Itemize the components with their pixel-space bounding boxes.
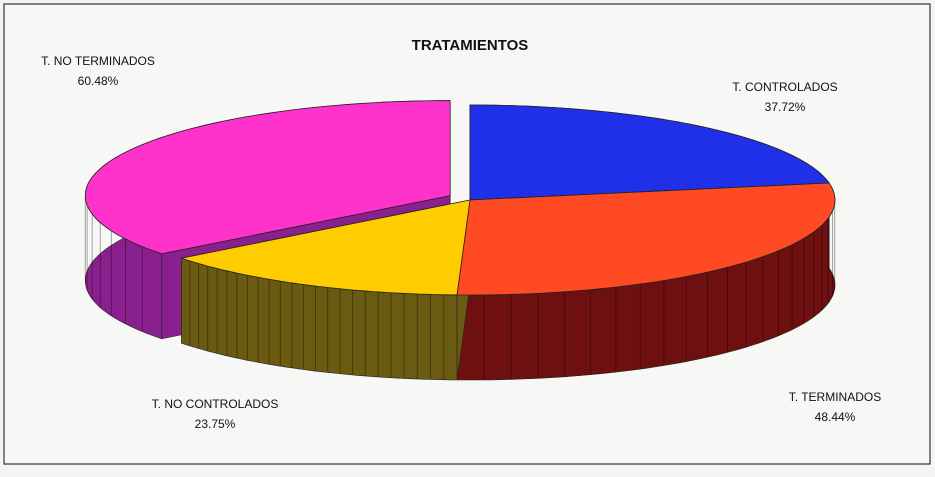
slice-label: T. NO TERMINADOS <box>41 54 155 68</box>
slice-label: T. NO CONTROLADOS <box>152 397 279 411</box>
slice <box>84 100 451 255</box>
slice <box>179 199 471 296</box>
slice-value-label: 60.48% <box>78 74 119 88</box>
chart-title: TRATAMIENTOS <box>412 37 529 54</box>
slice-value-label: 37.72% <box>765 100 806 114</box>
slice-label: T. CONTROLADOS <box>732 80 837 94</box>
slice-value-label: 48.44% <box>815 410 856 424</box>
slice <box>469 104 830 201</box>
slice <box>456 182 836 296</box>
slice-value-label: 23.75% <box>195 417 236 431</box>
slice-label: T. TERMINADOS <box>789 390 881 404</box>
